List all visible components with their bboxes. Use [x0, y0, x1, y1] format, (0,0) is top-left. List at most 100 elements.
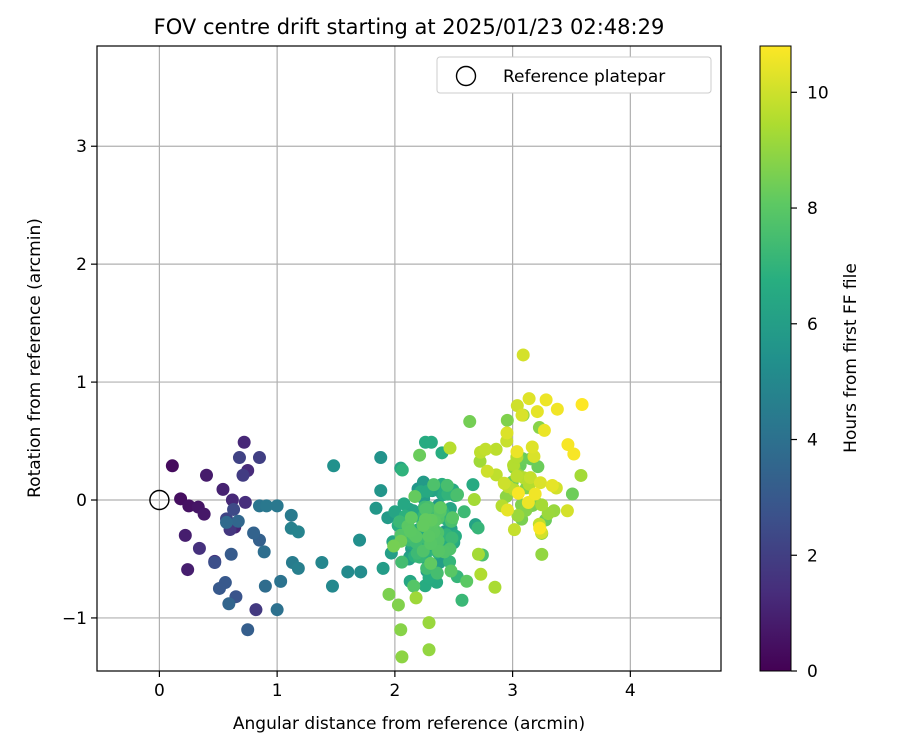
- data-point: [374, 484, 388, 498]
- data-point: [531, 460, 545, 474]
- x-tick-label: 4: [625, 681, 636, 701]
- data-points: [165, 348, 589, 664]
- data-point: [394, 623, 408, 637]
- data-point: [433, 501, 447, 515]
- data-point: [181, 563, 195, 577]
- data-point: [327, 459, 341, 473]
- data-point: [574, 468, 588, 482]
- data-point: [270, 499, 284, 513]
- data-point: [222, 597, 236, 611]
- data-point: [511, 486, 525, 500]
- plot-area: [97, 46, 721, 671]
- data-point: [382, 587, 396, 601]
- data-point: [471, 547, 485, 561]
- x-tick-label: 0: [154, 681, 165, 701]
- colorbar-tick-label: 6: [807, 315, 818, 335]
- colorbar-gradient: [759, 45, 792, 672]
- data-point: [567, 447, 581, 461]
- data-point: [560, 504, 574, 518]
- data-point: [395, 555, 409, 569]
- data-point: [525, 440, 539, 454]
- data-point: [404, 511, 418, 525]
- y-tick-label: 2: [76, 255, 87, 275]
- grid: [97, 46, 721, 671]
- colorbar-label: Hours from first FF file: [841, 263, 861, 453]
- data-point: [247, 526, 261, 540]
- x-tick-label: 2: [389, 681, 400, 701]
- x-tick-label: 3: [507, 681, 518, 701]
- data-point: [260, 499, 274, 513]
- data-point: [249, 603, 263, 617]
- data-point: [403, 524, 417, 538]
- data-point: [291, 561, 305, 575]
- data-point: [227, 502, 241, 516]
- data-point: [575, 397, 589, 411]
- data-point: [530, 405, 544, 419]
- data-point: [270, 603, 284, 617]
- data-point: [232, 451, 246, 465]
- data-point: [291, 525, 305, 539]
- colorbar-tick-label: 4: [807, 431, 818, 451]
- data-point: [225, 493, 239, 507]
- data-point: [515, 408, 529, 422]
- data-point: [479, 442, 493, 456]
- data-point: [325, 579, 339, 593]
- data-point: [474, 567, 488, 581]
- colorbar-tick-label: 8: [807, 199, 818, 219]
- data-point: [237, 435, 251, 449]
- legend-entry-reference: Reference platepar: [503, 67, 665, 87]
- data-point: [369, 501, 383, 515]
- data-point: [197, 507, 211, 521]
- data-point: [460, 574, 474, 588]
- data-point: [238, 495, 252, 509]
- data-point: [523, 471, 537, 485]
- data-point: [424, 556, 438, 570]
- data-point: [192, 541, 206, 555]
- y-tick-label: 3: [76, 137, 87, 157]
- data-point: [430, 566, 444, 580]
- data-point: [236, 468, 250, 482]
- data-point: [397, 497, 411, 511]
- data-point: [409, 591, 423, 605]
- data-point: [550, 402, 564, 416]
- data-point: [199, 468, 213, 482]
- data-point: [395, 650, 409, 664]
- x-tick-label: 1: [272, 681, 283, 701]
- data-point: [522, 392, 536, 406]
- data-point: [413, 448, 427, 462]
- data-point: [516, 348, 530, 362]
- data-point: [440, 478, 454, 492]
- data-point: [488, 580, 502, 594]
- data-point: [284, 508, 298, 522]
- data-point: [511, 509, 525, 523]
- data-point: [374, 451, 388, 465]
- data-point: [216, 482, 230, 496]
- y-axis-label: Rotation from reference (arcmin): [25, 218, 45, 498]
- data-point: [220, 515, 234, 529]
- data-point: [565, 487, 579, 501]
- data-point: [535, 498, 549, 512]
- data-point: [463, 415, 477, 429]
- data-point: [466, 478, 480, 492]
- data-point: [182, 499, 196, 513]
- colorbar-tick-label: 10: [807, 83, 829, 103]
- data-point: [528, 487, 542, 501]
- data-point: [231, 514, 245, 528]
- data-point: [274, 574, 288, 588]
- y-tick-label: −1: [62, 609, 87, 629]
- data-point: [510, 469, 524, 483]
- x-axis-label: Angular distance from reference (arcmin): [233, 714, 585, 734]
- data-point: [408, 489, 422, 503]
- data-point: [376, 561, 390, 575]
- data-point: [407, 579, 421, 593]
- data-point: [315, 556, 329, 570]
- reference-platepar-marker: [149, 489, 170, 511]
- plot-frame: [96, 45, 722, 672]
- data-point: [535, 547, 549, 561]
- legend-reference-marker: [455, 65, 477, 87]
- data-point: [455, 593, 469, 607]
- y-axis-ticks: −1 0 1 2 3: [62, 137, 97, 629]
- data-point: [387, 539, 401, 553]
- data-point: [178, 528, 192, 542]
